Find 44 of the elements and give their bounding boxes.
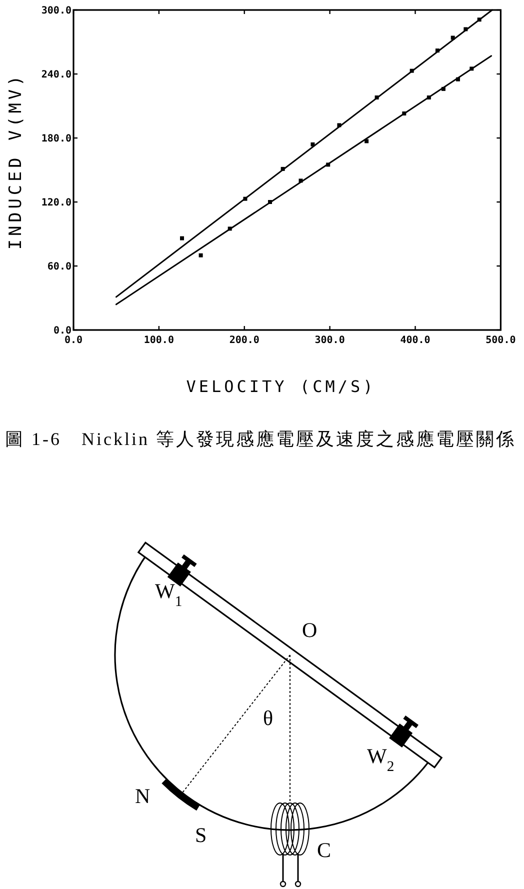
x-tick-label: 400.0 [400, 335, 430, 346]
point [435, 48, 440, 53]
x-axis-title: VELOCITY (CM/S) [186, 377, 376, 396]
text: O [302, 618, 318, 642]
text: W$_{2}$ [367, 744, 394, 775]
text: N [135, 784, 150, 808]
point [243, 196, 248, 201]
point [441, 86, 446, 91]
point [298, 178, 303, 183]
x-tick-label: 100.0 [144, 335, 174, 346]
point [337, 123, 342, 128]
x-tick-label: 0.0 [64, 335, 83, 346]
y-tick-label: 60.0 [47, 262, 72, 272]
point [426, 95, 431, 100]
point [310, 142, 315, 146]
text: W$_{1}$ [155, 579, 182, 610]
point [470, 66, 474, 71]
text: S [195, 823, 207, 847]
x-tick-label: 500.0 [486, 335, 516, 346]
point [464, 27, 468, 32]
x-tick-label: 200.0 [229, 335, 260, 346]
y-tick-label: 300.0 [41, 6, 72, 16]
y-tick-label: 0.0 [53, 326, 72, 336]
y-axis-title: INDUCED V(MV) [6, 72, 26, 250]
point [280, 166, 285, 171]
caption: 圖 1-6 Nicklin 等人發現感應電壓及速度之感應電壓關係 [5, 429, 516, 449]
point [198, 253, 203, 258]
text: C [317, 838, 332, 862]
point [477, 18, 482, 22]
point [456, 77, 460, 82]
y-tick-label: 240.0 [41, 70, 72, 80]
point [268, 200, 272, 204]
point [326, 162, 330, 167]
point [180, 236, 184, 240]
point [450, 36, 455, 40]
point [374, 95, 379, 100]
point [228, 226, 232, 231]
y-tick-label: 180.0 [41, 134, 72, 144]
point [364, 139, 369, 144]
point [402, 111, 406, 116]
point [410, 68, 414, 73]
x-tick-label: 300.0 [314, 335, 345, 346]
text: θ [263, 706, 274, 730]
y-tick-label: 120.0 [41, 198, 72, 208]
